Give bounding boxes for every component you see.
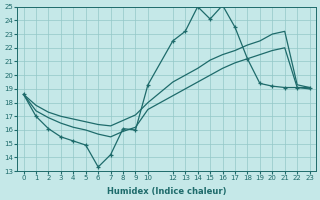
X-axis label: Humidex (Indice chaleur): Humidex (Indice chaleur) (107, 187, 226, 196)
